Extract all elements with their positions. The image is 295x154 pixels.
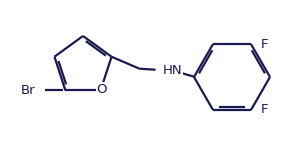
Text: F: F (261, 38, 268, 51)
Text: F: F (261, 103, 268, 116)
Text: Br: Br (21, 84, 35, 97)
Text: HN: HN (163, 64, 182, 77)
Text: O: O (96, 83, 107, 96)
